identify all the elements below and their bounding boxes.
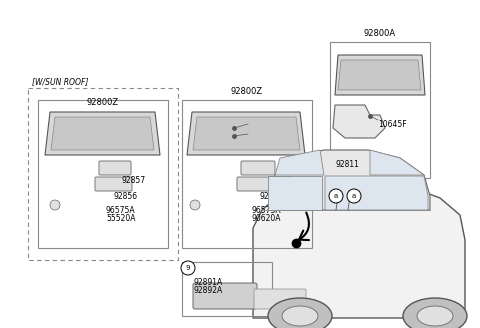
Polygon shape (275, 150, 324, 175)
FancyBboxPatch shape (193, 283, 257, 309)
Bar (38, 100, 168, 248)
FancyArrowPatch shape (299, 213, 309, 240)
Circle shape (50, 200, 60, 210)
Polygon shape (268, 150, 430, 210)
FancyBboxPatch shape (254, 289, 306, 309)
Polygon shape (338, 60, 421, 90)
Bar (28, 88, 178, 260)
Text: 92856: 92856 (260, 192, 284, 201)
Text: a: a (352, 193, 356, 199)
Text: [W/SUN ROOF]: [W/SUN ROOF] (32, 77, 88, 86)
Text: 92800Z: 92800Z (231, 87, 263, 96)
FancyBboxPatch shape (99, 161, 131, 175)
Ellipse shape (403, 298, 467, 328)
Text: 96575A: 96575A (252, 206, 282, 215)
Text: 10645F: 10645F (378, 120, 407, 129)
Polygon shape (187, 112, 305, 155)
Ellipse shape (417, 306, 453, 326)
Ellipse shape (268, 298, 332, 328)
Text: 55520A: 55520A (106, 214, 135, 223)
Text: 92856: 92856 (114, 192, 138, 201)
Polygon shape (325, 176, 428, 210)
Text: 92891A: 92891A (194, 278, 223, 287)
Text: 92800Z: 92800Z (87, 98, 119, 107)
Text: 10643K: 10643K (248, 134, 277, 143)
Text: 92857: 92857 (122, 176, 146, 185)
Polygon shape (335, 55, 425, 95)
Polygon shape (193, 117, 300, 150)
Text: 92800A: 92800A (364, 29, 396, 38)
Text: a: a (334, 193, 338, 199)
Bar (330, 42, 430, 178)
FancyBboxPatch shape (95, 177, 132, 191)
Text: 10643K: 10643K (248, 124, 277, 133)
Bar (182, 262, 272, 316)
Polygon shape (253, 184, 465, 318)
Polygon shape (268, 176, 322, 210)
Text: 92957: 92957 (268, 176, 292, 185)
Ellipse shape (282, 306, 318, 326)
Polygon shape (333, 105, 385, 138)
Bar (182, 100, 312, 248)
Text: 96575A: 96575A (106, 206, 136, 215)
Text: 92811: 92811 (336, 160, 360, 169)
Text: 9: 9 (186, 265, 190, 271)
Circle shape (329, 189, 343, 203)
Circle shape (181, 261, 195, 275)
Polygon shape (51, 117, 154, 150)
FancyBboxPatch shape (241, 161, 275, 175)
Text: 90620A: 90620A (252, 214, 281, 223)
Polygon shape (370, 150, 424, 175)
Polygon shape (45, 112, 160, 155)
Circle shape (190, 200, 200, 210)
FancyBboxPatch shape (237, 177, 275, 191)
Circle shape (347, 189, 361, 203)
Text: 92892A: 92892A (194, 286, 223, 295)
